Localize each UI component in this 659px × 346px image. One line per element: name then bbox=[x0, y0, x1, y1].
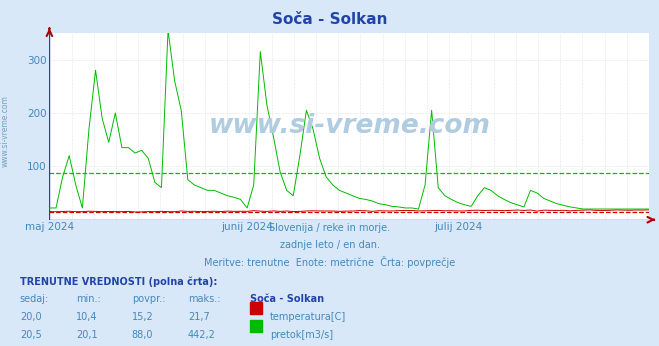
Text: 20,0: 20,0 bbox=[20, 312, 42, 322]
Text: www.si-vreme.com: www.si-vreme.com bbox=[208, 113, 490, 139]
Text: povpr.:: povpr.: bbox=[132, 294, 165, 304]
Text: 88,0: 88,0 bbox=[132, 330, 154, 340]
Text: TRENUTNE VREDNOSTI (polna črta):: TRENUTNE VREDNOSTI (polna črta): bbox=[20, 276, 217, 287]
Text: 20,5: 20,5 bbox=[20, 330, 42, 340]
Text: 21,7: 21,7 bbox=[188, 312, 210, 322]
Text: 15,2: 15,2 bbox=[132, 312, 154, 322]
Text: 20,1: 20,1 bbox=[76, 330, 98, 340]
Text: min.:: min.: bbox=[76, 294, 101, 304]
Text: 442,2: 442,2 bbox=[188, 330, 215, 340]
Text: Soča - Solkan: Soča - Solkan bbox=[272, 12, 387, 27]
Text: maks.:: maks.: bbox=[188, 294, 220, 304]
Text: sedaj:: sedaj: bbox=[20, 294, 49, 304]
Text: temperatura[C]: temperatura[C] bbox=[270, 312, 347, 322]
Text: zadnje leto / en dan.: zadnje leto / en dan. bbox=[279, 240, 380, 250]
Text: pretok[m3/s]: pretok[m3/s] bbox=[270, 330, 333, 340]
Text: 10,4: 10,4 bbox=[76, 312, 98, 322]
Text: Meritve: trenutne  Enote: metrične  Črta: povprečje: Meritve: trenutne Enote: metrične Črta: … bbox=[204, 256, 455, 268]
Text: www.si-vreme.com: www.si-vreme.com bbox=[1, 95, 10, 167]
Text: Slovenija / reke in morje.: Slovenija / reke in morje. bbox=[269, 223, 390, 233]
Text: Soča - Solkan: Soča - Solkan bbox=[250, 294, 324, 304]
